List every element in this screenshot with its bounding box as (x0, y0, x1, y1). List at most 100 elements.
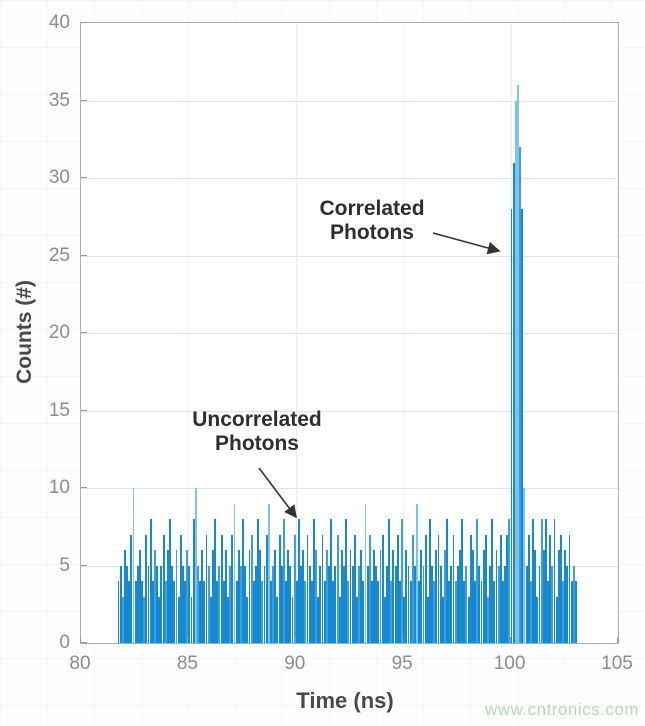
histogram-bar (377, 581, 380, 643)
histogram-bar (160, 565, 163, 643)
histogram-bar (128, 581, 131, 643)
histogram-bar (551, 565, 554, 643)
y-tick-mark-0 (81, 642, 87, 643)
histogram-bar (261, 581, 264, 643)
histogram-bar (536, 596, 539, 643)
histogram-bar (575, 581, 577, 643)
y-tick-label-10: 10 (48, 477, 70, 498)
histogram-bar (119, 565, 122, 643)
histogram-bar (355, 596, 358, 643)
annotation-uncorrelated-line1: Uncorrelated (192, 408, 322, 431)
histogram-bar (534, 550, 537, 643)
x-tick-label-95: 95 (391, 653, 413, 674)
histogram-bar (207, 565, 210, 643)
histogram-bar (304, 581, 307, 643)
histogram-bar (450, 565, 453, 643)
gridline-y-20 (81, 333, 618, 334)
histogram-bar (467, 596, 470, 643)
histogram-bar (319, 565, 322, 643)
histogram-bar (164, 581, 167, 643)
histogram-bar (201, 550, 204, 643)
histogram-bar (504, 565, 507, 643)
histogram-bar (409, 581, 412, 643)
histogram-bar (403, 596, 406, 643)
x-tick-mark-90 (294, 637, 296, 643)
histogram-bar (484, 534, 487, 643)
histogram-bar (280, 565, 283, 643)
histogram-bar (448, 581, 451, 643)
histogram-bar (435, 550, 438, 643)
gridline-x-85 (188, 23, 190, 643)
histogram-bar (547, 581, 549, 643)
histogram-bar (497, 565, 500, 643)
histogram-bar (278, 534, 281, 643)
histogram-bar (147, 565, 150, 643)
histogram-bar (139, 550, 141, 643)
histogram-bar (407, 565, 410, 643)
histogram-bar (270, 581, 272, 643)
histogram-bar (370, 581, 373, 643)
histogram-bar (156, 565, 159, 643)
histogram-bar (117, 581, 120, 643)
histogram-bar (192, 519, 195, 643)
histogram-bar (212, 550, 214, 643)
histogram-bar (525, 565, 528, 643)
y-tick-label-30: 30 (48, 167, 70, 188)
annotation-uncorrelated-line2: Photons (214, 431, 299, 455)
histogram-bar (465, 565, 468, 643)
histogram-bar (418, 581, 421, 643)
histogram-bar (502, 581, 504, 643)
histogram-bar (480, 581, 483, 643)
histogram-bar (267, 503, 270, 643)
histogram-bar (396, 534, 399, 643)
histogram-bar (289, 565, 292, 643)
histogram-bar (529, 581, 532, 643)
y-axis-title: Counts (#) (13, 280, 36, 384)
histogram-bar (441, 596, 444, 643)
histogram-bar (379, 550, 382, 643)
histogram-bar (325, 550, 328, 643)
histogram-bar (405, 550, 408, 643)
histogram-bar (216, 581, 219, 643)
histogram-bar (340, 550, 343, 643)
histogram-bar (486, 596, 489, 643)
histogram-bar (132, 488, 135, 643)
histogram-bar (521, 209, 524, 643)
y-tick-label-25: 25 (48, 244, 70, 266)
watermark: www.cntronics.com (485, 700, 639, 719)
histogram-bar (263, 565, 266, 643)
histogram-bar (321, 534, 324, 643)
histogram-bar (478, 565, 481, 643)
histogram-bar (254, 565, 257, 643)
gridline-y-10 (81, 488, 618, 489)
histogram-bar (422, 565, 425, 643)
histogram-bar (136, 565, 139, 643)
histogram-bar (308, 565, 311, 643)
y-tick-label-15: 15 (48, 399, 70, 421)
histogram-bar (265, 534, 268, 643)
histogram-bar (306, 534, 309, 643)
x-tick-label-105: 105 (601, 653, 633, 674)
histogram-bar (544, 519, 547, 643)
histogram-bar (549, 534, 552, 643)
gridline-x-90 (295, 23, 297, 643)
histogram-bar (495, 550, 498, 643)
histogram-bar (499, 534, 502, 643)
histogram-bar (433, 581, 436, 643)
histogram-bar (512, 162, 515, 643)
histogram-bar (231, 534, 234, 643)
gridline-x-95 (403, 23, 405, 643)
histogram-bar (353, 534, 356, 643)
histogram-bar (349, 550, 352, 643)
histogram-bar (162, 534, 165, 643)
annotation-correlated-photons: Correlated Photons (319, 197, 424, 244)
histogram-bar (452, 534, 455, 643)
histogram-bar (553, 519, 556, 643)
histogram-bar (199, 581, 202, 643)
histogram-bar (173, 581, 176, 643)
histogram-bar (506, 534, 509, 643)
histogram-bar (252, 581, 255, 643)
y-tick-label-0: 0 (59, 632, 70, 653)
y-tick-label-40: 40 (48, 12, 70, 33)
y-tick-mark-10 (81, 487, 87, 488)
